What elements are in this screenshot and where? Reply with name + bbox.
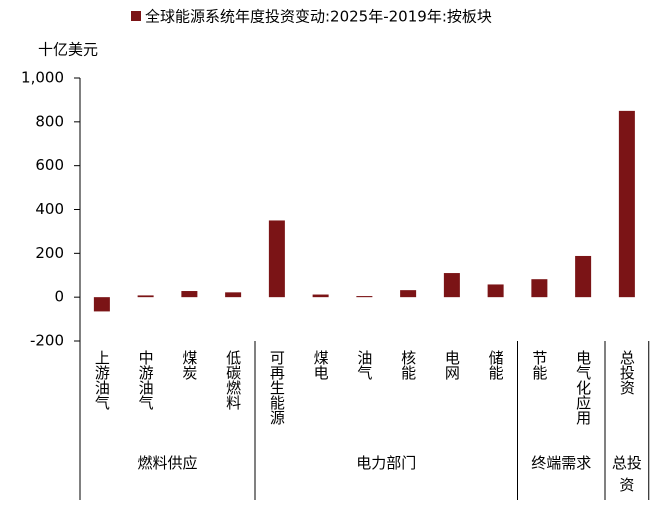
legend-swatch [131, 11, 141, 21]
x-tick-label: 油气 [355, 350, 373, 380]
bar [225, 292, 242, 298]
chart-title: 全球能源系统年度投资变动:2025年-2019年:按板块 [145, 8, 492, 26]
bar [181, 291, 198, 298]
group-label: 总投资 [611, 454, 642, 494]
x-tick-label: 电气化应用 [574, 350, 592, 426]
group-label: 电力部门 [356, 454, 417, 472]
x-tick-label: 总投资 [618, 350, 636, 395]
x-tick-label: 储能 [487, 350, 505, 381]
y-tick-label: 1,000 [21, 69, 64, 87]
bar [268, 220, 285, 298]
x-tick-label: 可再生能源 [268, 350, 286, 425]
bar [487, 284, 504, 298]
x-tick-label: 低碳燃料 [224, 350, 242, 410]
bar [312, 294, 329, 298]
bar [137, 295, 154, 298]
bar [531, 279, 548, 298]
x-tick-label: 煤炭 [180, 350, 198, 380]
bar [356, 296, 373, 298]
bar [400, 290, 417, 298]
x-tick-label: 电网 [443, 350, 461, 381]
x-tick-label: 核能 [399, 350, 417, 381]
bar [93, 297, 110, 312]
x-tick-label: 煤电 [312, 350, 330, 380]
y-tick-label: 400 [35, 200, 64, 218]
y-tick-label: 200 [35, 244, 64, 262]
y-tick-label: 600 [35, 156, 64, 174]
x-tick-label: 中游油气 [137, 350, 155, 410]
group-label: 燃料供应 [137, 454, 198, 472]
group-label: 终端需求 [531, 454, 592, 472]
bar [443, 273, 460, 298]
bar [618, 110, 635, 298]
bar [575, 255, 592, 298]
y-tick-label: 0 [54, 288, 64, 306]
group-label-box: 燃料供应 [137, 454, 198, 472]
y-axis-label: 十亿美元 [38, 41, 98, 59]
y-tick-label: -200 [30, 332, 64, 350]
y-tick-label: 800 [35, 112, 64, 130]
x-tick-label: 节能 [530, 350, 548, 381]
x-tick-label: 上游油气 [93, 350, 111, 410]
group-label-box: 总投资 [611, 454, 642, 494]
group-label-box: 终端需求 [531, 454, 592, 472]
group-label-box: 电力部门 [356, 454, 417, 472]
